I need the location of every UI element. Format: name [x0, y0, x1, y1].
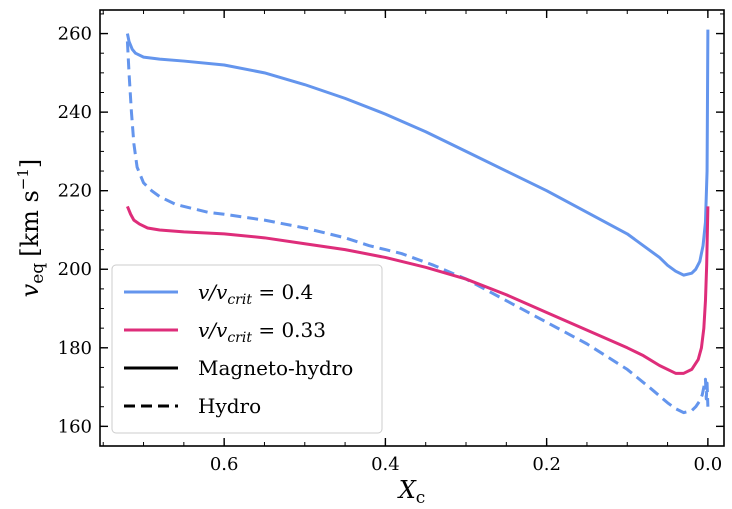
x-tick-label: 0.2: [532, 454, 561, 475]
series-line-1: [125, 29, 710, 277]
y-tick-labels: 160 180 200 220 240 260: [58, 24, 92, 438]
x-axis-label: Xc: [397, 476, 426, 508]
x-tick-label: 0.6: [210, 454, 239, 475]
legend-label: v/vcrit = 0.33: [198, 318, 326, 346]
x-tick-labels: 0.6 0.4 0.2 0.0: [210, 454, 722, 475]
legend-label: Magneto-hydro: [198, 356, 353, 380]
axes-frame: [99, 9, 725, 447]
x-tick-label: 0.0: [694, 454, 723, 475]
legend-entry: Magneto-hydro: [124, 356, 353, 380]
legend-label: v/vcrit = 0.4: [198, 280, 313, 308]
series-group: [125, 29, 710, 415]
y-tick-label: 260: [58, 24, 92, 45]
legend-entries: v/vcrit = 0.4 v/vcrit = 0.33 Magneto-hydro…: [124, 280, 353, 418]
legend-box: [111, 264, 383, 434]
legend-label: Hydro: [198, 394, 261, 418]
series-line-2: [125, 41, 710, 415]
y-tick-label: 200: [58, 259, 92, 280]
y-tick-label: 240: [58, 102, 92, 123]
y-axis-label: veq[km s−1]: [14, 159, 48, 298]
x-tick-label: 0.4: [371, 454, 400, 475]
series-line-3: [126, 205, 710, 375]
y-tick-label: 220: [58, 181, 92, 202]
legend: v/vcrit = 0.4 v/vcrit = 0.33 Magneto-hydro…: [111, 264, 383, 434]
plot-area: [125, 29, 710, 415]
y-tick-label: 160: [58, 416, 92, 437]
y-tick-label: 180: [58, 338, 92, 359]
legend-entry: v/vcrit = 0.33: [124, 318, 326, 346]
legend-entry: Hydro: [124, 394, 261, 418]
legend-entry: v/vcrit = 0.4: [124, 280, 313, 308]
major-ticks: [100, 10, 724, 446]
